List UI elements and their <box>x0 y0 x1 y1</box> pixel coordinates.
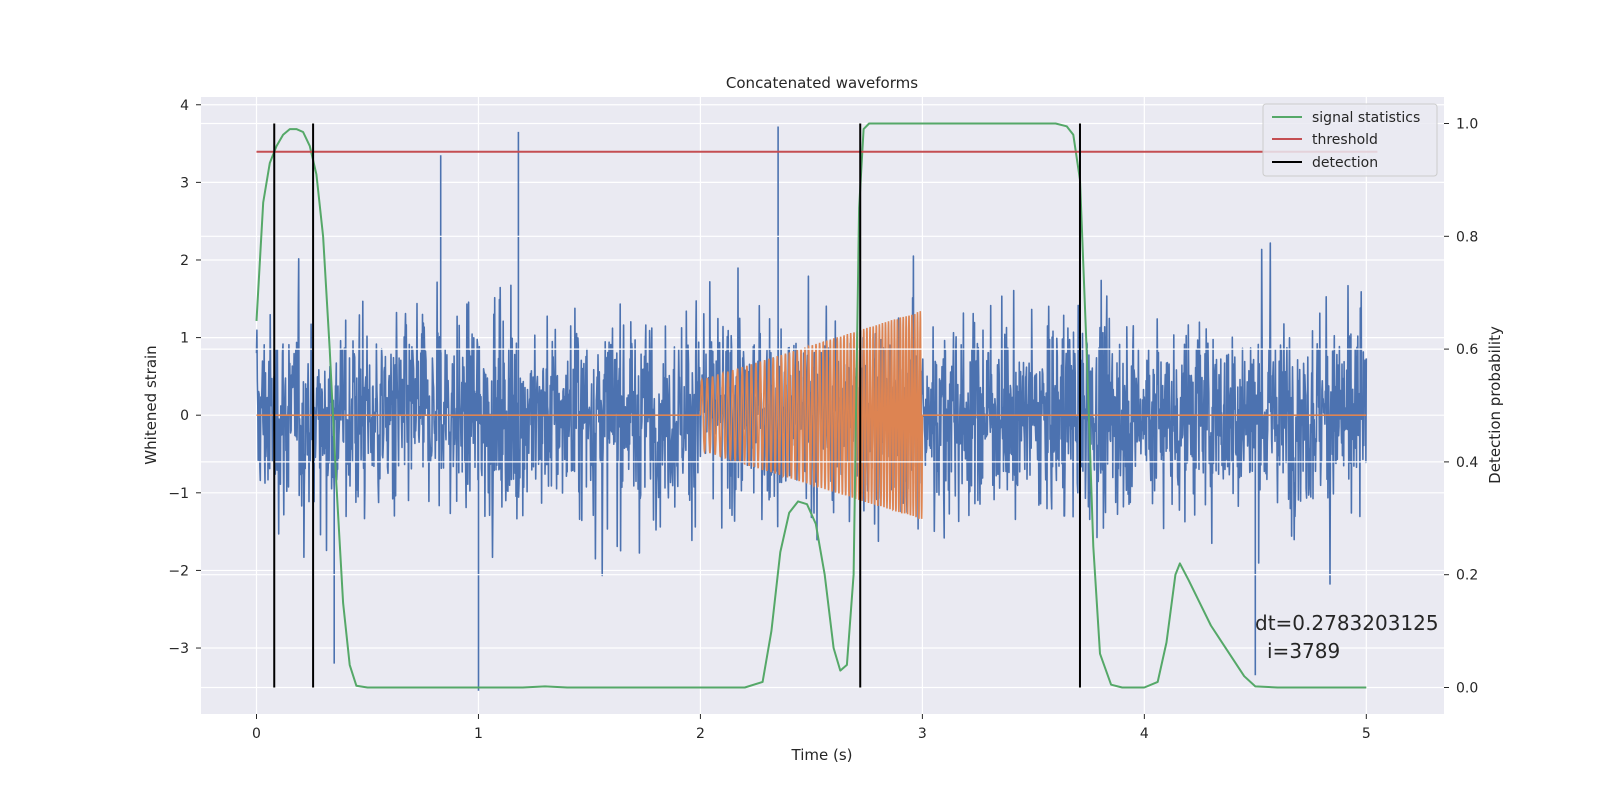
annotation-dt: dt=0.2783203125 <box>1255 611 1439 635</box>
detection-series <box>273 123 1081 688</box>
signal-statistics-line <box>255 122 1367 689</box>
y-axis-label: Whitened strain <box>142 345 160 464</box>
y-tick-label-1: −2 <box>168 563 189 579</box>
legend: signal statistics threshold detection <box>1262 103 1438 177</box>
x-tick-label-0: 0 <box>252 726 261 742</box>
noise-series <box>255 126 1368 691</box>
x-tick-label-3: 3 <box>918 726 927 742</box>
y2-axis-ticks: 0.0 0.2 0.4 0.6 0.8 1.0 <box>1444 117 1478 696</box>
y2-tick-label-0: 0.0 <box>1456 680 1478 696</box>
y2-tick-label-4: 0.8 <box>1456 229 1478 245</box>
x-axis-label: Time (s) <box>791 746 853 764</box>
legend-label-threshold: threshold <box>1312 132 1378 148</box>
y-tick-label-0: −3 <box>168 641 189 657</box>
chart-title: Concatenated waveforms <box>726 74 918 92</box>
y-tick-label-4: 1 <box>180 331 189 347</box>
x-tick-label-4: 4 <box>1140 726 1149 742</box>
injection-line <box>256 311 1367 519</box>
x-tick-label-1: 1 <box>474 726 483 742</box>
y-tick-label-2: −1 <box>168 486 189 502</box>
x-axis-ticks: 0 1 2 3 4 5 <box>252 714 1371 742</box>
y-tick-label-7: 4 <box>180 98 189 114</box>
injection-series <box>256 311 1367 519</box>
secondary-grid-lines <box>201 122 1444 689</box>
legend-label-signal-statistics: signal statistics <box>1312 110 1420 126</box>
y-tick-label-6: 3 <box>180 175 189 191</box>
y2-axis-label: Detection probability <box>1486 326 1504 484</box>
y2-tick-label-3: 0.6 <box>1456 342 1478 358</box>
y2-tick-label-1: 0.2 <box>1456 568 1478 584</box>
y-tick-label-5: 2 <box>180 253 189 269</box>
legend-box <box>1262 103 1438 177</box>
annotation-index: i=3789 <box>1267 639 1340 663</box>
y-tick-label-3: 0 <box>180 408 189 424</box>
x-tick-label-5: 5 <box>1362 726 1371 742</box>
noise-line <box>255 126 1368 691</box>
legend-label-detection: detection <box>1312 155 1378 171</box>
x-tick-label-2: 2 <box>696 726 705 742</box>
y2-tick-label-5: 1.0 <box>1456 117 1478 133</box>
y2-tick-label-2: 0.4 <box>1456 455 1478 471</box>
y-axis-ticks: −3 −2 −1 0 1 2 3 4 <box>168 98 201 657</box>
signal-statistics-series <box>255 122 1367 689</box>
